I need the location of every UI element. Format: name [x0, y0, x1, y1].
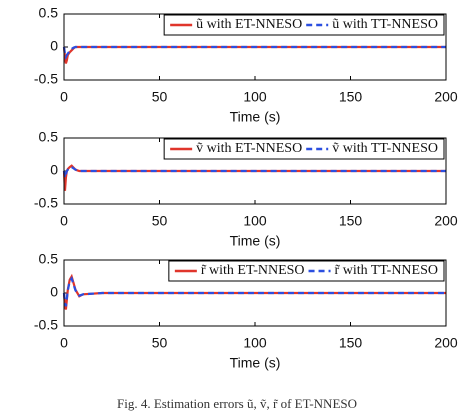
- x-tick-label: 50: [152, 213, 168, 229]
- x-tick-label: 200: [434, 335, 458, 351]
- x-axis-label: Time (s): [230, 109, 281, 125]
- x-tick-label: 100: [243, 335, 267, 351]
- x-tick-label: 150: [339, 335, 363, 351]
- legend-box: [163, 138, 445, 160]
- series-line: [62, 164, 446, 191]
- x-tick-label: 100: [243, 213, 267, 229]
- legend: ṽ with ET-NNESO ṽ with TT-NNESO: [163, 138, 445, 160]
- y-tick-label: -0.5: [34, 71, 58, 87]
- legend: ũ with ET-NNESO ũ with TT-NNESO: [163, 14, 445, 36]
- y-tick-label: -0.5: [34, 317, 58, 333]
- x-tick-label: 100: [243, 89, 267, 105]
- legend: r̃ with ET-NNESO r̃ with TT-NNESO: [168, 260, 445, 282]
- x-tick-label: 50: [152, 335, 168, 351]
- x-tick-label: 200: [434, 213, 458, 229]
- legend-label: r̃ with TT-NNESO: [335, 263, 438, 278]
- x-axis-label: Time (s): [230, 355, 281, 371]
- legend-label: ṽ with ET-NNESO: [196, 141, 302, 156]
- series-line: [62, 45, 446, 60]
- legend-label: ṽ with TT-NNESO: [332, 141, 438, 156]
- legend-label: ũ with TT-NNESO: [332, 17, 438, 32]
- legend-label: r̃ with ET-NNESO: [201, 263, 305, 278]
- y-tick-label: 0.5: [39, 251, 59, 267]
- y-tick-label: 0: [50, 284, 58, 300]
- series-line: [62, 165, 446, 178]
- x-tick-label: 0: [60, 89, 68, 105]
- legend-label: ũ with ET-NNESO: [196, 17, 302, 32]
- x-axis-label: Time (s): [230, 233, 281, 249]
- x-tick-label: 150: [339, 213, 363, 229]
- y-tick-label: 0.5: [39, 5, 59, 21]
- x-tick-label: 150: [339, 89, 363, 105]
- series-line: [62, 276, 446, 307]
- x-tick-label: 0: [60, 335, 68, 351]
- y-tick-label: 0.5: [39, 129, 59, 145]
- axes-frame: [63, 13, 447, 81]
- x-tick-label: 200: [434, 89, 458, 105]
- axes-frame: [63, 259, 447, 327]
- x-tick-label: 50: [152, 89, 168, 105]
- y-tick-label: 0: [50, 162, 58, 178]
- legend-box: [168, 260, 445, 282]
- y-tick-label: 0: [50, 38, 58, 54]
- caption: Fig. 4. Estimation errors ũ, ṽ, r̃ of ET…: [117, 396, 357, 411]
- y-tick-label: -0.5: [34, 195, 58, 211]
- legend-box: [163, 14, 445, 36]
- axes-frame: [63, 137, 447, 205]
- series-line: [62, 45, 446, 64]
- x-tick-label: 0: [60, 213, 68, 229]
